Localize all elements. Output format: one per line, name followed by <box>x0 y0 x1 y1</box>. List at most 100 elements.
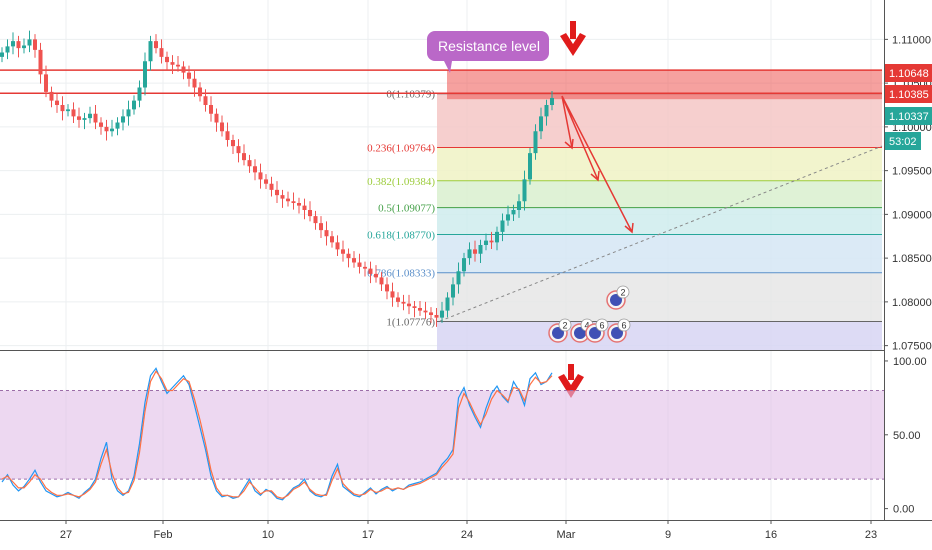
fib-level-label: 0.382(1.09384) <box>367 176 435 188</box>
stochastic-oscillator[interactable] <box>0 367 884 501</box>
fibonacci-retracement[interactable]: 0(1.10379) 0.236(1.09764) 0.382(1.09384) 0.… <box>367 89 882 350</box>
time-tick-label: 23 <box>865 529 877 541</box>
fib-level-label: 1(1.07776) <box>386 316 435 328</box>
candle-body <box>280 195 285 199</box>
fib-level-label: 0.5(1.09077) <box>378 203 435 215</box>
candle-body <box>225 131 230 140</box>
price-tag-label: 1.10385 <box>889 89 929 101</box>
flag-icon-fill <box>611 327 623 339</box>
candle-body <box>346 253 351 259</box>
event-marker[interactable]: 2 <box>548 318 572 343</box>
fib-zone <box>437 272 882 322</box>
arrow-head-icon <box>564 138 574 150</box>
price-tag-label: 53:02 <box>889 136 917 148</box>
candle-body <box>544 105 549 117</box>
time-tick-label: 17 <box>362 529 374 541</box>
candle-body <box>253 166 257 173</box>
candle-body <box>313 216 318 224</box>
event-markers[interactable]: 2 4 626 <box>548 285 631 343</box>
candle-body <box>247 160 252 167</box>
candle-body <box>33 39 37 50</box>
candle-body <box>291 201 296 203</box>
event-marker[interactable]: 6 <box>607 318 631 343</box>
fib-zone <box>437 93 882 148</box>
candle-body <box>550 98 554 105</box>
fib-zone <box>437 180 882 208</box>
price-tags: 1.10648 1.10385 1.10337 53:02 <box>885 64 932 150</box>
candle-body <box>258 172 263 180</box>
candle-body <box>500 220 505 232</box>
time-axis[interactable]: 27 Feb 10 17 24 Mar 9 16 23 <box>60 520 877 541</box>
candle-body <box>390 291 395 298</box>
price-tag <box>885 85 932 103</box>
candle-body <box>379 277 384 285</box>
candle-body <box>286 198 290 202</box>
candle-body <box>143 61 147 88</box>
oscillator-line-0 <box>1 367 553 501</box>
candle-body <box>533 131 538 154</box>
candle-body <box>242 153 246 161</box>
time-tick-label: 16 <box>765 529 777 541</box>
projection-arrows[interactable] <box>561 95 634 234</box>
candle-body <box>335 242 340 250</box>
flag-icon-fill <box>574 327 586 339</box>
candle-body <box>302 205 307 210</box>
resistance-callout[interactable]: Resistance level <box>427 31 549 73</box>
candle-body <box>341 249 345 254</box>
candle-body <box>456 271 461 285</box>
candle-body <box>115 122 120 129</box>
candle-body <box>357 262 362 267</box>
fib-zone <box>437 234 882 273</box>
candle-body <box>269 183 274 190</box>
candle-body <box>236 146 241 154</box>
fib-level-label: 0(1.10379) <box>386 89 435 101</box>
time-tick-label: 27 <box>60 529 72 541</box>
candle-body <box>38 49 43 75</box>
price-axis[interactable]: 1.110001.105001.100001.095001.090001.085… <box>884 34 932 353</box>
projection-line[interactable] <box>561 95 633 233</box>
candle-body <box>423 310 428 313</box>
candle-body <box>363 266 367 269</box>
candle-body <box>154 41 158 49</box>
fib-zone <box>437 147 882 181</box>
candle-body <box>16 41 21 49</box>
candle-body <box>159 48 164 57</box>
event-count: 2 <box>620 288 625 298</box>
candle-body <box>440 310 444 318</box>
candlestick-series <box>0 30 554 327</box>
candle-body <box>445 297 450 311</box>
candle-body <box>484 240 488 245</box>
candle-body <box>71 109 76 117</box>
osc-tick-label: 50.00 <box>893 430 921 442</box>
trendline[interactable] <box>439 145 883 322</box>
candle-body <box>467 249 472 259</box>
candle-body <box>473 249 477 254</box>
time-tick-label: 24 <box>461 529 473 541</box>
event-count-badge <box>595 318 609 332</box>
candle-body <box>412 306 417 308</box>
candle-body <box>462 258 466 272</box>
candle-body <box>93 113 98 123</box>
price-tick-label: 1.08000 <box>892 297 932 309</box>
candle-body <box>209 105 213 114</box>
event-count-badge <box>617 318 631 332</box>
oscillator-line-1 <box>1 370 553 499</box>
oscillator-axis: 100.00 50.00 0.00 <box>884 356 927 516</box>
candle-body <box>137 87 142 101</box>
time-tick-label: Feb <box>154 529 173 541</box>
candle-body <box>517 201 521 210</box>
candle-body <box>374 273 378 278</box>
price-tick-label: 1.08500 <box>892 253 932 265</box>
candle-body <box>110 128 114 132</box>
candle-body <box>77 116 81 120</box>
candle-body <box>27 39 32 46</box>
event-count: 6 <box>621 321 626 331</box>
event-marker[interactable]: 2 <box>606 285 630 310</box>
resistance-rect[interactable] <box>447 70 882 100</box>
event-marker[interactable]: 6 <box>585 318 609 343</box>
candle-body <box>203 96 208 105</box>
candle-body <box>429 312 433 315</box>
candle-body <box>297 203 301 206</box>
event-count: 2 <box>562 321 567 331</box>
